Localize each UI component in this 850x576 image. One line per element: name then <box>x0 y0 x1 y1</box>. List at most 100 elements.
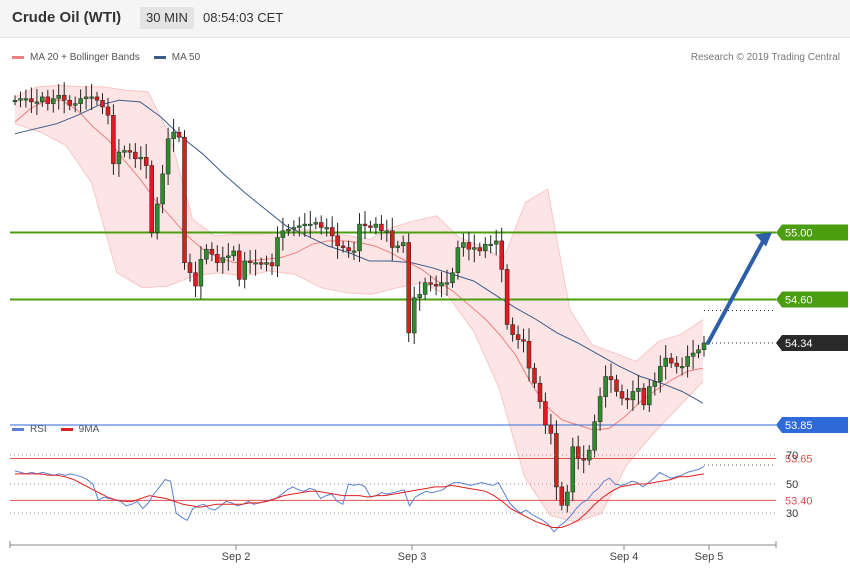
candle-body <box>226 255 231 258</box>
candle-body <box>313 222 319 225</box>
candle-body <box>29 98 34 103</box>
level-label-53-65: 53.65 <box>785 453 813 465</box>
candle-body <box>537 382 543 402</box>
x-axis-tick-label: Sep 5 <box>695 551 724 563</box>
candle-body <box>411 297 417 334</box>
candle-body <box>565 491 570 506</box>
candle-body <box>204 248 209 260</box>
level-label-text: 54.34 <box>785 338 813 350</box>
candle-body <box>608 376 614 381</box>
candle-body <box>176 131 182 138</box>
candle-body <box>83 96 89 99</box>
candle-body <box>340 245 346 248</box>
candle-body <box>291 227 297 230</box>
candle-body <box>603 376 608 397</box>
candle-body <box>89 96 94 99</box>
level-label-box <box>776 417 848 434</box>
rsi-swatch <box>12 428 24 431</box>
candle-body <box>258 262 264 265</box>
candle-body <box>280 230 286 238</box>
candle-body <box>510 324 515 335</box>
candle-body <box>100 100 105 108</box>
level-label-box <box>776 334 848 351</box>
candle-body <box>641 387 647 406</box>
candle-body <box>668 357 674 364</box>
candle-body <box>357 223 362 252</box>
ma9-legend-item: 9MA <box>60 424 99 435</box>
candle-body <box>242 260 247 280</box>
candle-body <box>647 386 652 406</box>
candle-body <box>72 103 78 106</box>
candle-body <box>406 242 411 334</box>
candle-body <box>466 242 472 250</box>
candle-body <box>417 294 422 298</box>
candle-body <box>78 98 83 104</box>
candle-body <box>636 387 641 392</box>
candle-body <box>34 101 40 104</box>
candle-body <box>193 272 198 287</box>
candle-body <box>428 282 433 285</box>
x-axis-tick-label: Sep 2 <box>222 551 251 563</box>
candle-body <box>543 401 548 426</box>
ma20-swatch <box>12 56 24 59</box>
candle-body <box>559 486 565 506</box>
candle-body <box>570 446 576 493</box>
candle-body <box>302 223 308 227</box>
candle-body <box>488 243 493 246</box>
candle-body <box>182 136 187 263</box>
candle-body <box>373 223 379 228</box>
candle-body <box>455 247 461 273</box>
rsi-tick-label: 50 <box>786 479 798 491</box>
level-label-box <box>776 224 848 241</box>
candle-body <box>450 272 455 283</box>
timestamp: 08:54:03 CET <box>203 10 284 25</box>
candle-body <box>504 269 510 325</box>
candle-body <box>318 222 324 228</box>
candle-body <box>324 227 329 230</box>
rsi-legend-item: RSI <box>12 424 47 435</box>
candle-body <box>701 342 707 350</box>
level-label-text: 53.40 <box>785 495 813 507</box>
candle-body <box>472 247 477 250</box>
candle-body <box>335 235 340 247</box>
candle-body <box>23 98 29 101</box>
instrument-title: Crude Oil (WTI) <box>12 9 122 26</box>
candle-body <box>696 349 701 354</box>
level-label-53-40: 53.40 <box>785 495 813 507</box>
candle-body <box>269 262 275 267</box>
x-axis: Sep 2 Sep 3 Sep 4 Sep 5 <box>9 541 777 563</box>
level-label-54-60: 54.60 <box>776 291 848 308</box>
candle-body <box>493 240 499 245</box>
ma9-swatch <box>60 428 73 431</box>
candle-body <box>138 156 144 160</box>
candle-body <box>586 449 592 461</box>
candle-body <box>515 334 521 340</box>
candle-body <box>220 257 226 263</box>
rsi-legend-label: RSI <box>30 424 47 435</box>
candle-body <box>286 228 291 232</box>
level-labels: 55.00 54.60 54.34 53.85 53.65 53.40 <box>776 224 848 507</box>
candle-body <box>477 247 483 252</box>
candle-body <box>658 366 663 382</box>
forecast-arrow <box>706 232 772 345</box>
candle-body <box>236 250 242 280</box>
candle-body <box>215 254 220 263</box>
candlesticks <box>12 82 707 513</box>
candle-body <box>45 96 51 104</box>
candle-body <box>625 397 630 401</box>
candle-body <box>329 227 335 237</box>
candle-body <box>61 94 67 101</box>
candle-body <box>351 250 357 253</box>
level-label-text: 54.60 <box>785 294 813 306</box>
chart-header: Crude Oil (WTI) 30 MIN 08:54:03 CET <box>0 0 850 38</box>
bollinger-lower-line <box>14 123 704 523</box>
candle-body <box>187 262 193 273</box>
candle-body <box>548 424 554 434</box>
candle-body <box>275 237 280 267</box>
candle-body <box>422 282 428 295</box>
interval-badge[interactable]: 30 MIN <box>140 7 194 29</box>
candle-body <box>165 138 171 175</box>
candle-body <box>111 115 116 165</box>
candle-body <box>67 100 72 106</box>
bollinger-band-fill <box>15 85 703 523</box>
